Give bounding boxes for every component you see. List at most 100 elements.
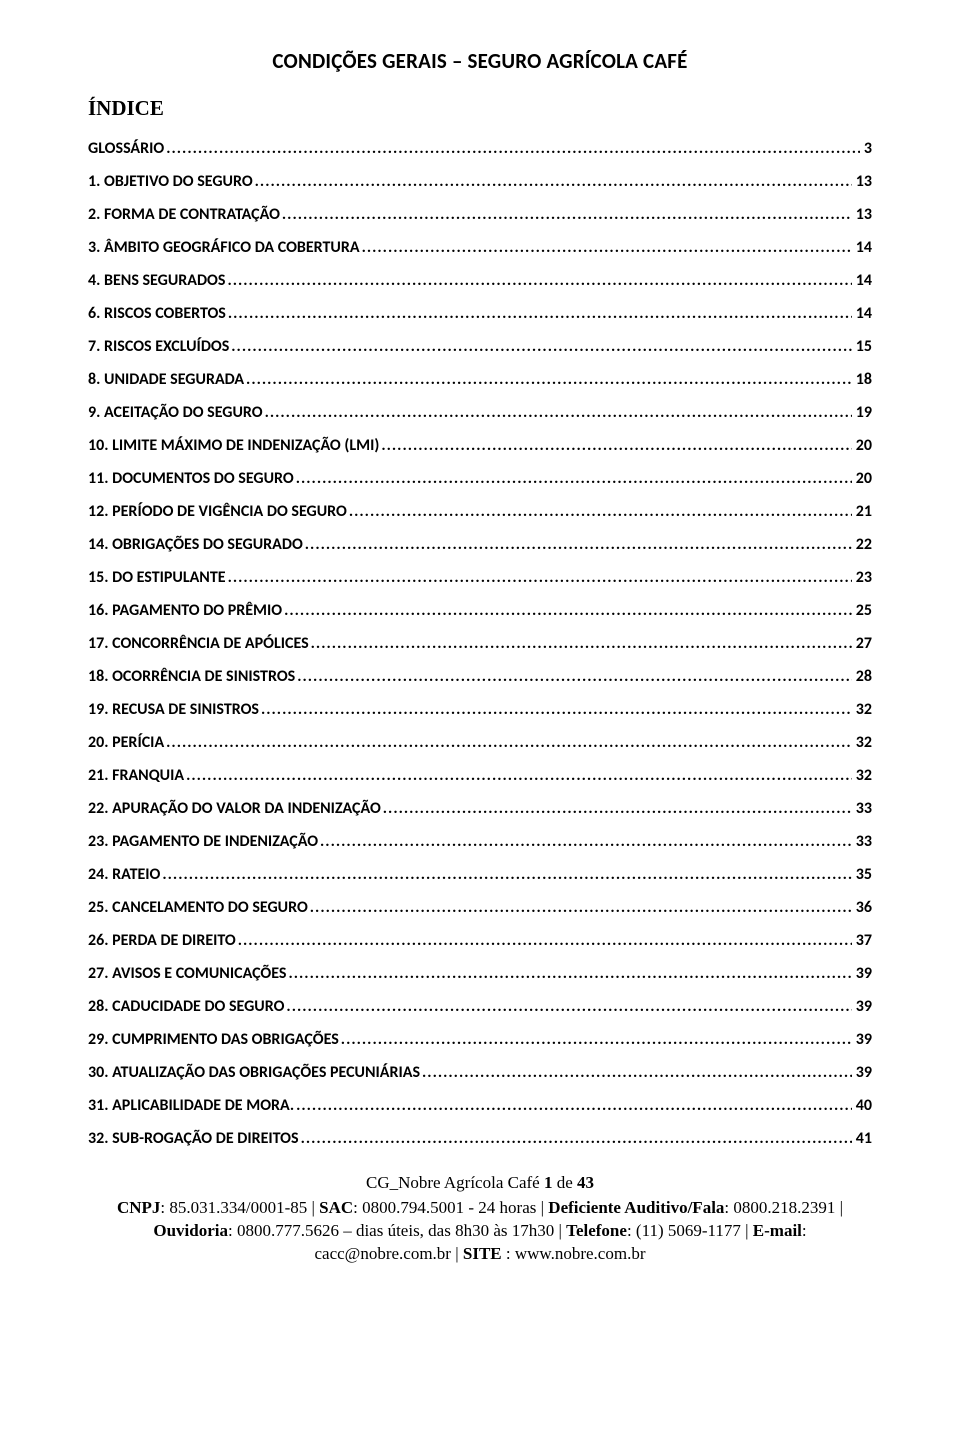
toc-label: BENS SEGURADOS [104, 271, 225, 290]
toc-leader-dots [349, 502, 852, 521]
toc-label: ÂMBITO GEOGRÁFICO DA COBERTURA [104, 238, 360, 257]
toc-row: 17. CONCORRÊNCIA DE APÓLICES 27 [88, 634, 872, 653]
toc-row: 22. APURAÇÃO DO VALOR DA INDENIZAÇÃO 33 [88, 799, 872, 818]
cnpj-value: : 85.031.334/0001-85 | [160, 1198, 319, 1217]
toc-leader-dots [341, 1030, 852, 1049]
toc-page: 39 [856, 964, 872, 983]
toc-label: OBRIGAÇÕES DO SEGURADO [112, 535, 303, 554]
toc-number: 3. [88, 238, 104, 257]
toc-page: 28 [856, 667, 872, 686]
toc-number: 2. [88, 205, 104, 224]
toc-number: 28. [88, 997, 112, 1016]
toc-label: FRANQUIA [112, 766, 184, 785]
cnpj-label: CNPJ [117, 1198, 160, 1217]
toc-number: 24. [88, 865, 112, 884]
toc-page: 39 [856, 1030, 872, 1049]
toc-row: 12. PERÍODO DE VIGÊNCIA DO SEGURO 21 [88, 502, 872, 521]
doc-ref-total: 43 [577, 1173, 594, 1192]
toc-number: 6. [88, 304, 104, 323]
toc-row: 14. OBRIGAÇÕES DO SEGURADO 22 [88, 535, 872, 554]
toc-page: 20 [856, 436, 872, 455]
toc-label: DO ESTIPULANTE [112, 568, 225, 587]
toc-label: PAGAMENTO DE INDENIZAÇÃO [112, 832, 318, 851]
toc-row: 10. LIMITE MÁXIMO DE INDENIZAÇÃO (LMI) 2… [88, 436, 872, 455]
toc-leader-dots [320, 832, 852, 851]
toc-row: 29. CUMPRIMENTO DAS OBRIGAÇÕES 39 [88, 1030, 872, 1049]
tel-value: : (11) 5069-1177 | [627, 1221, 753, 1240]
toc-page: 41 [856, 1129, 872, 1148]
table-of-contents: GLOSSÁRIO 31. OBJETIVO DO SEGURO 132. FO… [88, 139, 872, 1148]
email-label: E-mail [753, 1221, 802, 1240]
toc-number: 9. [88, 403, 104, 422]
toc-leader-dots [286, 997, 851, 1016]
toc-row: 21. FRANQUIA 32 [88, 766, 872, 785]
toc-row: 16. PAGAMENTO DO PRÊMIO 25 [88, 601, 872, 620]
toc-row: 4. BENS SEGURADOS 14 [88, 271, 872, 290]
toc-label: APURAÇÃO DO VALOR DA INDENIZAÇÃO [112, 799, 381, 818]
toc-number: 30. [88, 1063, 112, 1082]
toc-page: 22 [856, 535, 872, 554]
toc-row: 20. PERÍCIA 32 [88, 733, 872, 752]
toc-page: 14 [856, 304, 872, 323]
toc-page: 13 [856, 172, 872, 191]
toc-page: 19 [856, 403, 872, 422]
doc-ref-middle: de [552, 1173, 577, 1192]
toc-label: FORMA DE CONTRATAÇÃO [104, 205, 280, 224]
toc-page: 39 [856, 1063, 872, 1082]
toc-leader-dots [231, 337, 852, 356]
toc-row: 18. OCORRÊNCIA DE SINISTROS 28 [88, 667, 872, 686]
toc-leader-dots [362, 238, 852, 257]
toc-number: 23. [88, 832, 112, 851]
toc-leader-dots [261, 700, 852, 719]
toc-leader-dots [381, 436, 851, 455]
toc-number: 25. [88, 898, 112, 917]
toc-page: 40 [856, 1096, 872, 1115]
toc-label: CUMPRIMENTO DAS OBRIGAÇÕES [112, 1030, 339, 1049]
toc-label: LIMITE MÁXIMO DE INDENIZAÇÃO (LMI) [112, 436, 379, 455]
toc-number: 4. [88, 271, 104, 290]
doc-ref-prefix: CG_Nobre Agrícola Café [366, 1173, 544, 1192]
toc-number: 12. [88, 502, 112, 521]
toc-label: AVISOS E COMUNICAÇÕES [112, 964, 286, 983]
toc-leader-dots [162, 865, 851, 884]
toc-row: 8. UNIDADE SEGURADA 18 [88, 370, 872, 389]
toc-page: 14 [856, 238, 872, 257]
toc-row: 25. CANCELAMENTO DO SEGURO 36 [88, 898, 872, 917]
sac-value: : 0800.794.5001 - 24 horas | [353, 1198, 548, 1217]
toc-row: 24. RATEIO 35 [88, 865, 872, 884]
toc-row: 27. AVISOS E COMUNICAÇÕES 39 [88, 964, 872, 983]
toc-label: UNIDADE SEGURADA [104, 370, 244, 389]
contact-line: CNPJ: 85.031.334/0001-85 | SAC: 0800.794… [88, 1197, 872, 1266]
tel-label: Telefone [566, 1221, 627, 1240]
toc-page: 39 [856, 997, 872, 1016]
toc-page: 37 [856, 931, 872, 950]
toc-number: 20. [88, 733, 112, 752]
toc-page: 33 [856, 832, 872, 851]
toc-page: 27 [856, 634, 872, 653]
toc-row: 32. SUB-ROGAÇÃO DE DIREITOS 41 [88, 1129, 872, 1148]
toc-leader-dots [422, 1063, 852, 1082]
index-heading: ÍNDICE [88, 96, 872, 121]
toc-label: RISCOS COBERTOS [104, 304, 226, 323]
toc-number: 8. [88, 370, 104, 389]
toc-row: 7. RISCOS EXCLUÍDOS 15 [88, 337, 872, 356]
toc-leader-dots [228, 568, 852, 587]
ouv-value: : 0800.777.5626 – dias úteis, das 8h30 à… [228, 1221, 566, 1240]
toc-row: 11. DOCUMENTOS DO SEGURO 20 [88, 469, 872, 488]
toc-label: PERÍODO DE VIGÊNCIA DO SEGURO [112, 502, 347, 521]
toc-row: GLOSSÁRIO 3 [88, 139, 872, 158]
toc-row: 31. APLICABILIDADE DE MORA. 40 [88, 1096, 872, 1115]
toc-number: 7. [88, 337, 104, 356]
toc-leader-dots [288, 964, 851, 983]
page-footer: CG_Nobre Agrícola Café 1 de 43 CNPJ: 85.… [88, 1172, 872, 1266]
def-value: : 0800.218.2391 | [724, 1198, 843, 1217]
toc-number: 26. [88, 931, 112, 950]
toc-number: 19. [88, 700, 112, 719]
toc-label: CONCORRÊNCIA DE APÓLICES [112, 634, 309, 653]
toc-page: 20 [856, 469, 872, 488]
toc-page: 13 [856, 205, 872, 224]
toc-page: 35 [856, 865, 872, 884]
toc-label: PAGAMENTO DO PRÊMIO [112, 601, 282, 620]
toc-leader-dots [311, 634, 852, 653]
toc-row: 30. ATUALIZAÇÃO DAS OBRIGAÇÕES PECUNIÁRI… [88, 1063, 872, 1082]
